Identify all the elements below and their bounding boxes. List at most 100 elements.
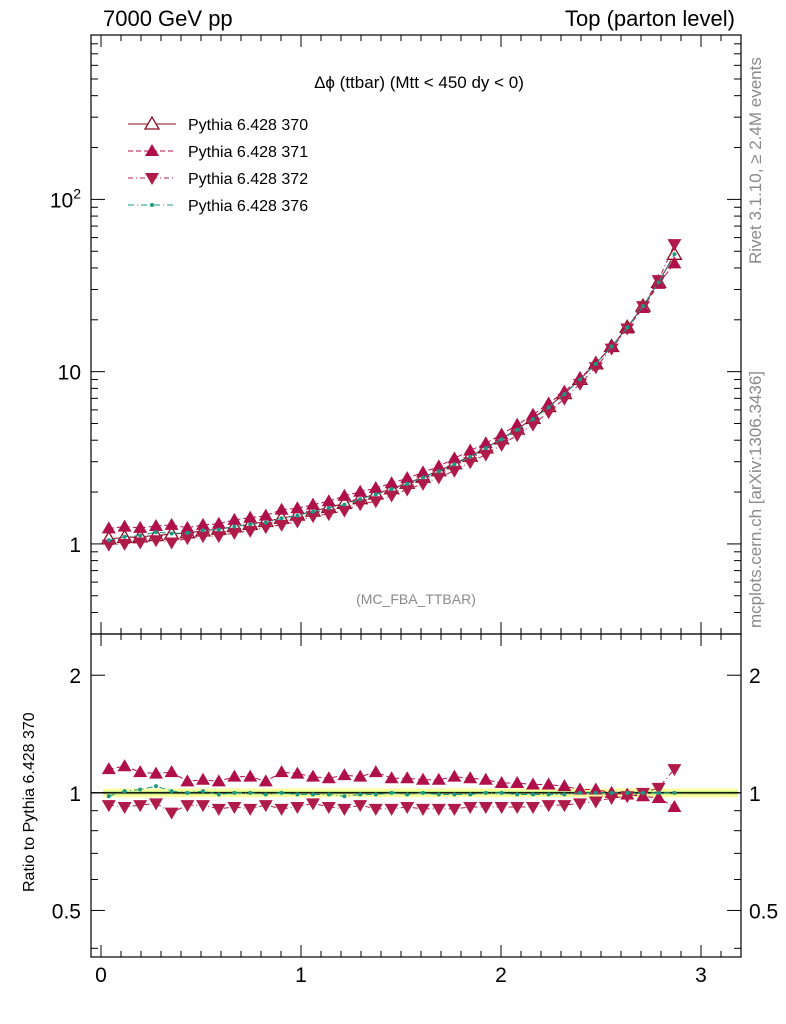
data-point — [101, 539, 116, 552]
ratio-data-point — [258, 774, 273, 787]
legend-entry: Pythia 6.428 370 — [188, 117, 308, 134]
ratio-data-point — [101, 800, 116, 813]
main-plot-panel: 1 10 102 Δϕ (ttbar) (Mtt < 450 dy < 0) (MC_F… — [50, 34, 742, 635]
ratio-data-point — [499, 790, 504, 795]
data-point — [609, 344, 614, 349]
data-point — [463, 457, 478, 470]
data-point — [243, 510, 258, 523]
ratio-data-point — [651, 782, 666, 795]
data-point — [290, 516, 305, 529]
data-point — [164, 517, 179, 530]
data-point — [541, 396, 556, 409]
ratio-data-point — [211, 774, 226, 787]
ratio-data-point — [421, 790, 425, 795]
ratio-data-point — [243, 803, 258, 816]
data-point — [117, 519, 132, 532]
ratio-data-point — [604, 792, 619, 805]
ratio-data-point — [306, 769, 320, 782]
ratio-data-point — [133, 800, 148, 813]
ratio-data-point — [149, 798, 163, 811]
ratio-data-point — [573, 782, 587, 795]
data-point — [180, 520, 195, 533]
ratio-data-point — [358, 792, 363, 797]
data-point — [101, 521, 116, 534]
data-point — [138, 533, 143, 538]
data-point — [122, 534, 127, 539]
data-point — [337, 488, 352, 501]
ratio-data-point — [625, 790, 630, 795]
data-point — [263, 520, 268, 525]
ratio-data-point — [149, 766, 163, 779]
data-point — [149, 535, 163, 548]
ratio-data-point — [541, 777, 556, 790]
ratio-data-point — [483, 790, 488, 795]
data-point — [295, 513, 300, 518]
x-tick-label: 3 — [695, 964, 707, 987]
ratio-data-point — [416, 803, 430, 816]
data-point — [211, 516, 226, 529]
data-point — [321, 494, 336, 507]
data-point — [164, 537, 179, 550]
data-point — [274, 519, 289, 532]
data-point — [274, 502, 289, 515]
ratio-data-point — [667, 799, 682, 812]
data-point — [515, 427, 520, 432]
data-point — [641, 304, 645, 309]
legend-marker — [150, 203, 154, 207]
data-point — [593, 361, 598, 366]
data-point — [243, 525, 258, 538]
data-point — [306, 497, 320, 510]
ratio-data-point — [337, 768, 352, 781]
ratio-data-point — [311, 792, 315, 797]
data-point — [578, 377, 582, 382]
ratio-data-point — [353, 769, 368, 782]
data-point — [463, 443, 478, 456]
data-point — [400, 484, 415, 497]
data-point — [557, 384, 572, 397]
ratio-data-point — [431, 803, 446, 816]
data-point — [326, 505, 331, 510]
legend-entry: Pythia 6.428 376 — [188, 198, 308, 215]
data-point — [588, 362, 603, 375]
ratio-data-point — [290, 766, 305, 779]
x-tick-label: 2 — [495, 964, 507, 987]
data-point — [416, 478, 430, 491]
data-point — [368, 481, 383, 494]
ratio-data-point — [185, 790, 190, 795]
data-point — [358, 497, 363, 502]
ratio-data-point — [353, 800, 368, 813]
ratio-data-point — [106, 794, 111, 799]
ratio-data-point — [672, 790, 677, 795]
data-point — [353, 499, 368, 512]
ratio-data-point — [656, 790, 661, 795]
ratio-data-point — [279, 790, 284, 795]
ratio-data-point — [384, 771, 399, 784]
ratio-data-point — [510, 775, 525, 788]
ratio-data-point — [180, 774, 195, 787]
data-point — [306, 511, 320, 524]
ratio-data-point — [463, 771, 478, 784]
ratio-frame — [90, 633, 742, 958]
data-point — [447, 451, 462, 464]
data-point — [510, 417, 525, 430]
ratio-data-point — [243, 769, 258, 782]
ratio-data-point — [117, 759, 132, 772]
ratio-data-point — [494, 801, 509, 814]
ratio-data-point — [468, 792, 473, 797]
ratio-data-point — [274, 803, 289, 816]
data-point — [211, 531, 226, 544]
ratio-data-point — [463, 801, 478, 814]
ratio-data-point — [400, 801, 415, 814]
data-point — [248, 522, 253, 527]
data-point — [384, 490, 399, 503]
data-point — [133, 520, 148, 533]
y-tick-label: 102 — [50, 185, 81, 212]
data-point — [227, 527, 242, 540]
ratio-data-point — [562, 792, 567, 797]
data-point — [447, 465, 462, 478]
x-tick-label: 1 — [295, 964, 307, 987]
data-point — [667, 256, 682, 269]
ratio-data-point — [431, 772, 446, 785]
data-point — [196, 531, 210, 544]
legend-entry: Pythia 6.428 372 — [188, 171, 308, 188]
